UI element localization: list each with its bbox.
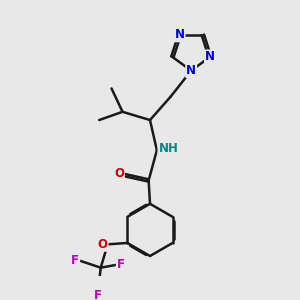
- Text: N: N: [186, 64, 196, 77]
- Text: O: O: [98, 238, 108, 251]
- Text: F: F: [71, 254, 79, 267]
- Text: O: O: [114, 167, 124, 180]
- Text: F: F: [94, 289, 102, 300]
- Text: F: F: [117, 258, 125, 272]
- Text: N: N: [205, 50, 215, 63]
- Text: NH: NH: [158, 142, 178, 155]
- Text: N: N: [175, 28, 184, 41]
